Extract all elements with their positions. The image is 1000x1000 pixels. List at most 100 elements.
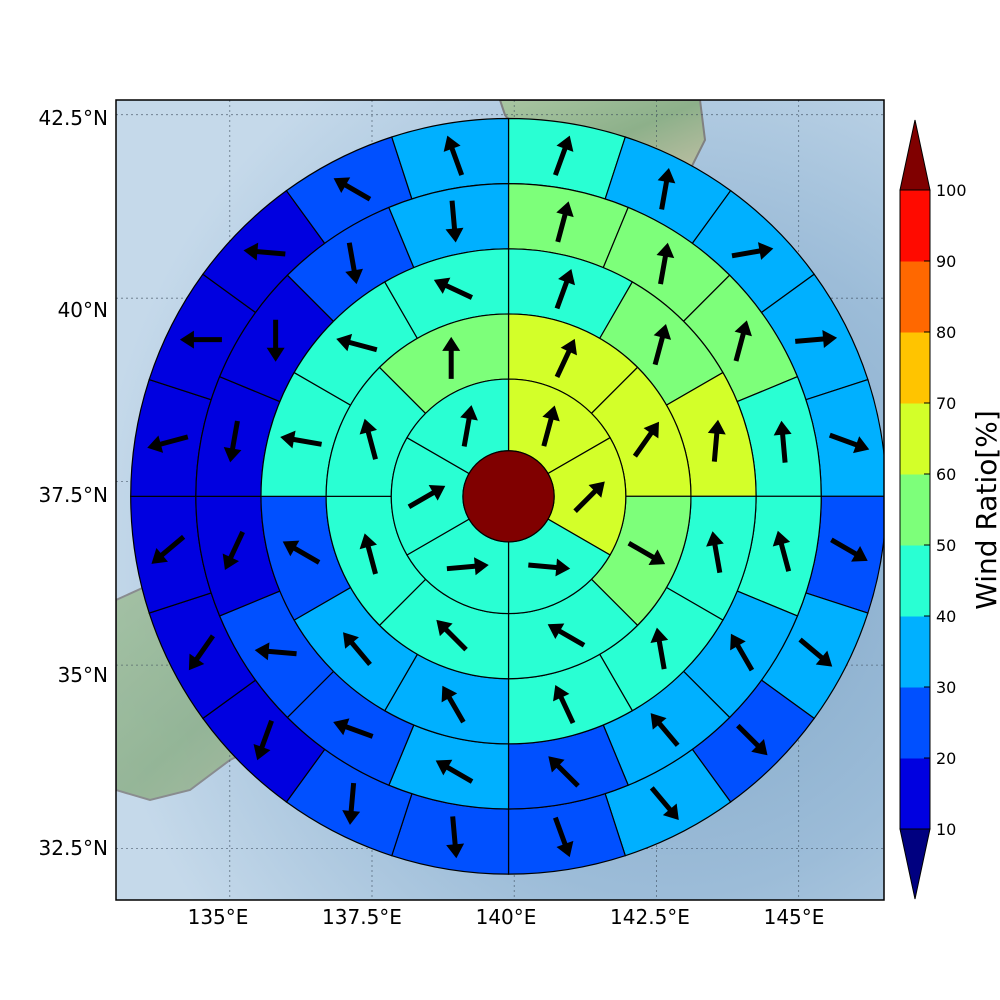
wind-arrow <box>147 434 189 453</box>
colorbar-band <box>900 616 930 688</box>
wind-arrow <box>830 537 868 562</box>
wind-arrow <box>828 432 870 454</box>
wind-arrow <box>657 168 676 210</box>
colorbar: 10 20 30 40 50 60 70 80 90 100 Wind Ratio[%] <box>899 119 1000 900</box>
wind-arrow <box>553 684 576 725</box>
lat-tick-label: 37.5°N <box>39 483 109 507</box>
wind-arrow <box>333 718 374 739</box>
center-disk <box>462 450 555 543</box>
wind-arrow <box>460 405 478 447</box>
wind-arrow <box>528 558 571 577</box>
wind-arrow <box>343 632 372 667</box>
wind-arrow <box>553 135 574 176</box>
map-panel <box>116 100 884 900</box>
wind-arrow <box>798 637 833 667</box>
wind-arrow <box>433 277 473 300</box>
wind-arrow <box>541 405 560 447</box>
colorbar-tick-label: 10 <box>936 820 956 839</box>
wind-arrow <box>553 816 574 858</box>
colorbar-tick-label: 50 <box>936 536 956 555</box>
wind-arrow <box>573 481 605 513</box>
colorbar-tick-label: 100 <box>936 181 967 200</box>
wind-arrow <box>336 333 378 353</box>
wind-arrow <box>656 242 675 285</box>
colorbar-band <box>900 261 930 333</box>
wind-arrow <box>188 634 216 671</box>
wind-arrow <box>627 541 666 565</box>
wind-arrow <box>151 534 186 564</box>
colorbar-band <box>900 403 930 475</box>
wind-arrow <box>773 420 792 463</box>
wind-arrow <box>222 530 245 571</box>
wind-arrow <box>632 421 659 458</box>
wind-arrow <box>333 177 372 202</box>
wind-arrow <box>282 540 321 565</box>
colorbar-frame <box>899 189 931 830</box>
wind-arrow <box>731 242 774 260</box>
wind-arrow <box>253 719 274 761</box>
lon-tick-label: 137.5°E <box>322 905 402 929</box>
colorbar-band <box>900 190 930 262</box>
colorbar-band <box>900 687 930 759</box>
lat-tick-label: 42.5°N <box>39 106 109 130</box>
wind-arrow <box>736 723 768 756</box>
latitude-tick-labels: 42.5°N 40°N 37.5°N 35°N 32.5°N <box>39 106 109 860</box>
wind-arrow <box>706 531 724 574</box>
wind-arrow <box>733 320 752 362</box>
colorbar-band <box>900 758 930 830</box>
lon-tick-label: 142.5°E <box>610 905 690 929</box>
wind-arrow <box>554 268 576 310</box>
wind-arrow <box>435 759 474 784</box>
wind-arrow <box>650 627 669 670</box>
wind-ratio-sectors <box>130 117 884 875</box>
wind-arrow <box>555 201 574 243</box>
wind-arrow <box>254 642 297 661</box>
wind-arrow <box>649 786 679 821</box>
wind-arrow <box>652 324 672 366</box>
wind-arrow <box>345 242 363 285</box>
colorbar-bands <box>900 190 930 830</box>
wind-arrow <box>707 419 726 462</box>
lon-tick-label: 135°E <box>188 905 249 929</box>
lat-tick-label: 35°N <box>58 663 108 687</box>
wind-arrow <box>223 420 242 463</box>
wind-arrow <box>342 782 361 825</box>
wind-arrow <box>280 430 323 449</box>
colorbar-tick-label: 80 <box>936 323 956 342</box>
wind-arrow <box>359 533 378 575</box>
lat-tick-label: 32.5°N <box>39 836 109 860</box>
wind-arrow <box>650 713 680 747</box>
lat-tick-label: 40°N <box>58 298 108 322</box>
colorbar-tick-label: 90 <box>936 252 956 271</box>
wind-arrow <box>547 623 586 648</box>
colorbar-tick-label: 70 <box>936 394 956 413</box>
wind-arrow <box>772 530 792 572</box>
colorbar-tick-label: 40 <box>936 607 956 626</box>
wind-arrow <box>442 336 461 379</box>
wind-arrow <box>243 242 286 261</box>
map-frame <box>115 99 885 901</box>
wind-arrow <box>266 319 285 362</box>
wind-arrow <box>554 338 577 378</box>
lon-tick-label: 140°E <box>476 905 537 929</box>
wind-arrow <box>730 633 755 672</box>
colorbar-tick-labels: 10 20 30 40 50 60 70 80 90 100 <box>924 181 967 839</box>
wind-arrow <box>446 816 465 859</box>
wind-arrow <box>441 685 466 724</box>
wind-arrow <box>795 330 838 348</box>
colorbar-tick-label: 30 <box>936 678 956 697</box>
colorbar-band <box>900 332 930 404</box>
wind-arrow <box>445 200 464 243</box>
longitude-tick-labels: 135°E 137.5°E 140°E 142.5°E 145°E <box>188 905 825 929</box>
lon-tick-label: 145°E <box>764 905 825 929</box>
wind-arrow <box>446 557 489 576</box>
wind-arrow <box>548 756 580 788</box>
wind-arrow <box>443 135 465 176</box>
wind-arrow <box>436 619 468 652</box>
colorbar-tick-label: 60 <box>936 465 956 484</box>
wind-arrow <box>179 330 222 349</box>
colorbar-label: Wind Ratio[%] <box>970 410 1000 610</box>
colorbar-band <box>900 545 930 617</box>
colorbar-tick-label: 20 <box>936 749 956 768</box>
